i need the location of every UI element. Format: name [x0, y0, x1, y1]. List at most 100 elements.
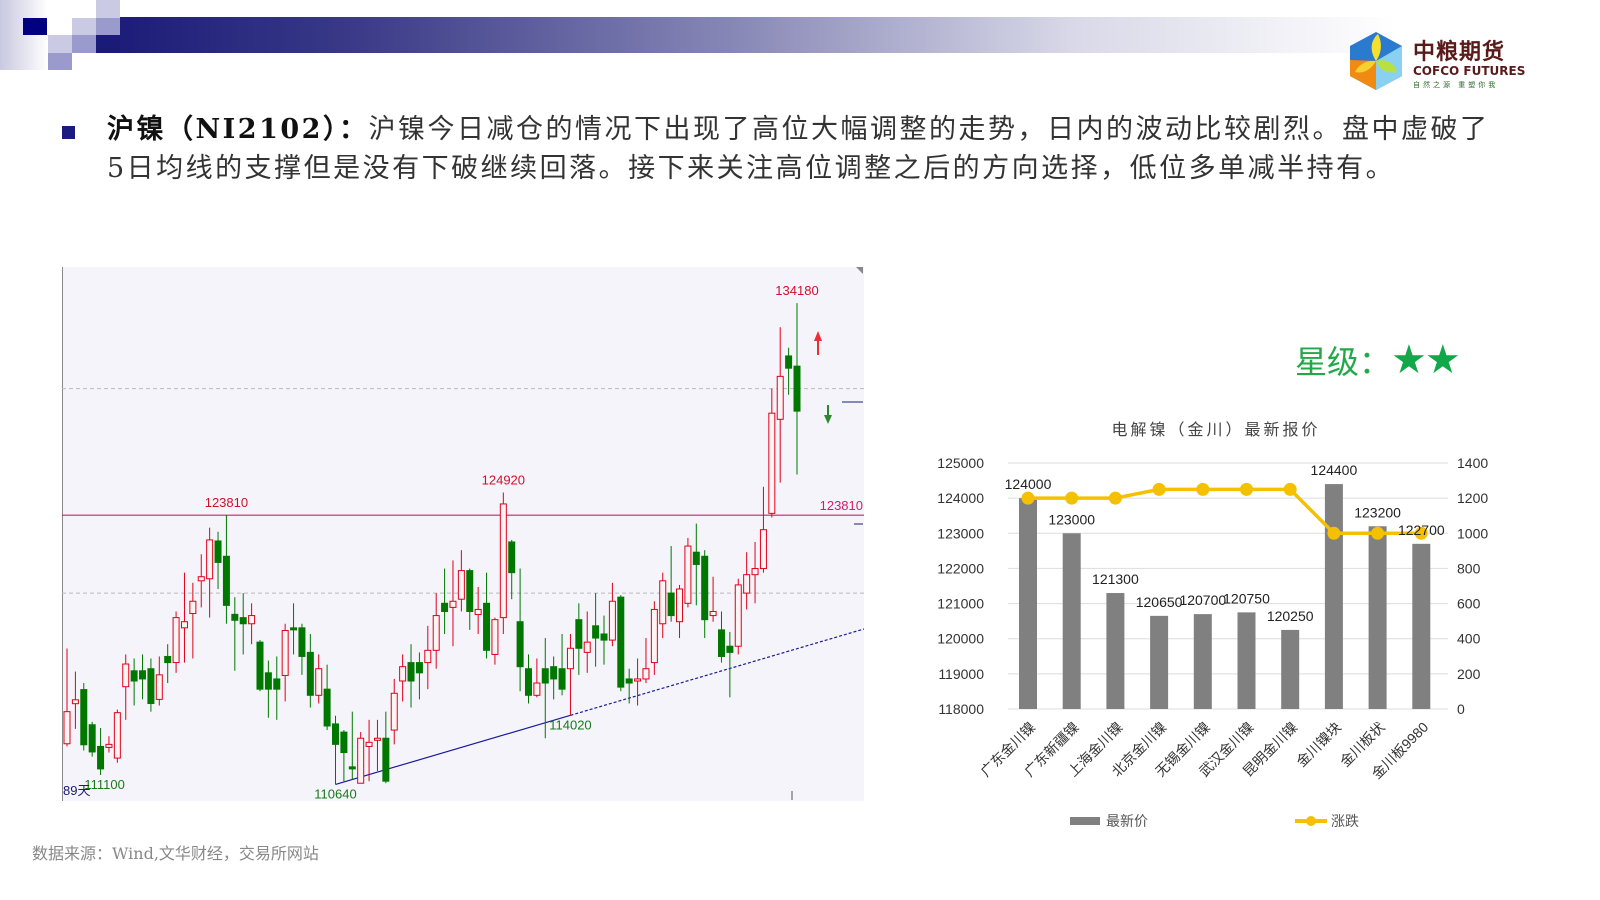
- candle: [71, 671, 79, 729]
- candle-body: [172, 617, 180, 664]
- candle: [365, 719, 373, 782]
- candle: [785, 347, 793, 395]
- candle: [650, 601, 658, 675]
- legend: 最新价 涨跌: [1070, 813, 1359, 829]
- candle-body: [751, 568, 759, 576]
- candle-body: [566, 647, 574, 670]
- change-point: [1414, 526, 1428, 540]
- candle: [197, 554, 205, 608]
- chart-background: [62, 267, 864, 801]
- candle-body: [122, 663, 130, 688]
- candle-body: [222, 555, 230, 606]
- candle: [709, 576, 717, 622]
- candle-body: [63, 711, 71, 745]
- candle: [457, 550, 465, 612]
- candle-body: [717, 629, 725, 657]
- candle: [533, 658, 541, 698]
- right-axis-tick: 200: [1457, 666, 1481, 682]
- candle-body: [415, 662, 423, 674]
- candle: [432, 593, 440, 669]
- candle-body: [634, 678, 642, 682]
- candle-body: [214, 540, 222, 563]
- candle-body: [650, 608, 658, 664]
- candle-body: [659, 580, 667, 625]
- candle-body: [281, 629, 289, 676]
- candle: [306, 633, 314, 708]
- candle: [189, 582, 197, 659]
- candle-body: [80, 689, 88, 746]
- header-square: [48, 35, 72, 53]
- star-rating: 星级：★★: [1295, 337, 1461, 383]
- candle: [180, 572, 188, 663]
- bar: [1062, 533, 1081, 709]
- low-price-label: 114020: [549, 717, 591, 732]
- candle-body: [676, 588, 684, 623]
- chart-title: 电解镍（金川）最新报价: [1111, 421, 1320, 439]
- candle-body: [231, 613, 239, 621]
- candle: [373, 719, 381, 771]
- candle-body: [583, 641, 591, 653]
- candle-body: [701, 555, 709, 621]
- candle-body: [332, 723, 340, 745]
- candle: [80, 683, 88, 751]
- candle: [768, 388, 776, 518]
- change-point: [1021, 491, 1035, 505]
- right-axis-tick: 1000: [1457, 525, 1488, 541]
- candle: [608, 582, 616, 647]
- candle-body: [508, 541, 516, 574]
- header-decoration: [0, 0, 48, 70]
- left-axis-tick: 121000: [937, 596, 984, 612]
- bar-value-label: 120650: [1136, 594, 1183, 610]
- candle-body: [499, 503, 507, 619]
- candle: [357, 732, 365, 784]
- candle: [348, 711, 356, 780]
- candle-body: [550, 666, 558, 680]
- candle-body: [323, 688, 331, 727]
- candle-body: [516, 621, 524, 668]
- candle-body: [399, 666, 407, 682]
- candle-body: [600, 633, 608, 641]
- candle: [617, 595, 625, 692]
- bar-value-label: 121300: [1092, 571, 1139, 587]
- candle: [415, 652, 423, 700]
- change-line: [1028, 487, 1422, 536]
- price-bar-chart: 电解镍（金川）最新报价 125000 1400 124000 1200 123000 10…: [937, 421, 1488, 829]
- candle: [625, 668, 633, 704]
- candle: [281, 623, 289, 702]
- candle-body: [264, 672, 272, 690]
- candle: [516, 568, 524, 692]
- candle-body: [248, 615, 256, 625]
- bar: [1106, 593, 1125, 709]
- bar-value-label: 123200: [1354, 504, 1401, 520]
- candle-body: [734, 584, 742, 647]
- candle: [298, 623, 306, 675]
- candle: [63, 648, 71, 747]
- candle: [340, 730, 348, 782]
- bar-value-label: 123000: [1048, 511, 1095, 527]
- candle: [759, 486, 767, 573]
- candle-body: [692, 551, 700, 565]
- candle-body: [483, 602, 491, 651]
- candle: [524, 654, 532, 704]
- candle-body: [315, 668, 323, 696]
- category-label: 金川镍块: [1293, 719, 1344, 770]
- candle-body: [298, 627, 306, 657]
- left-axis-tick: 123000: [937, 525, 984, 541]
- candle-body: [441, 602, 449, 612]
- candle-body: [449, 600, 457, 608]
- candle-body: [206, 539, 214, 580]
- candle-body: [667, 592, 675, 617]
- candle-body: [340, 731, 348, 754]
- candle-body: [407, 662, 415, 682]
- support-trendline-extension: [570, 628, 864, 716]
- candle-body: [684, 545, 692, 604]
- candle: [717, 611, 725, 663]
- candle-body: [97, 745, 105, 770]
- candle-body: [273, 678, 281, 690]
- candle: [332, 715, 340, 785]
- candle: [634, 658, 642, 706]
- candle: [676, 584, 684, 639]
- candle-body: [785, 355, 793, 369]
- candle: [264, 660, 272, 718]
- candle: [390, 678, 398, 745]
